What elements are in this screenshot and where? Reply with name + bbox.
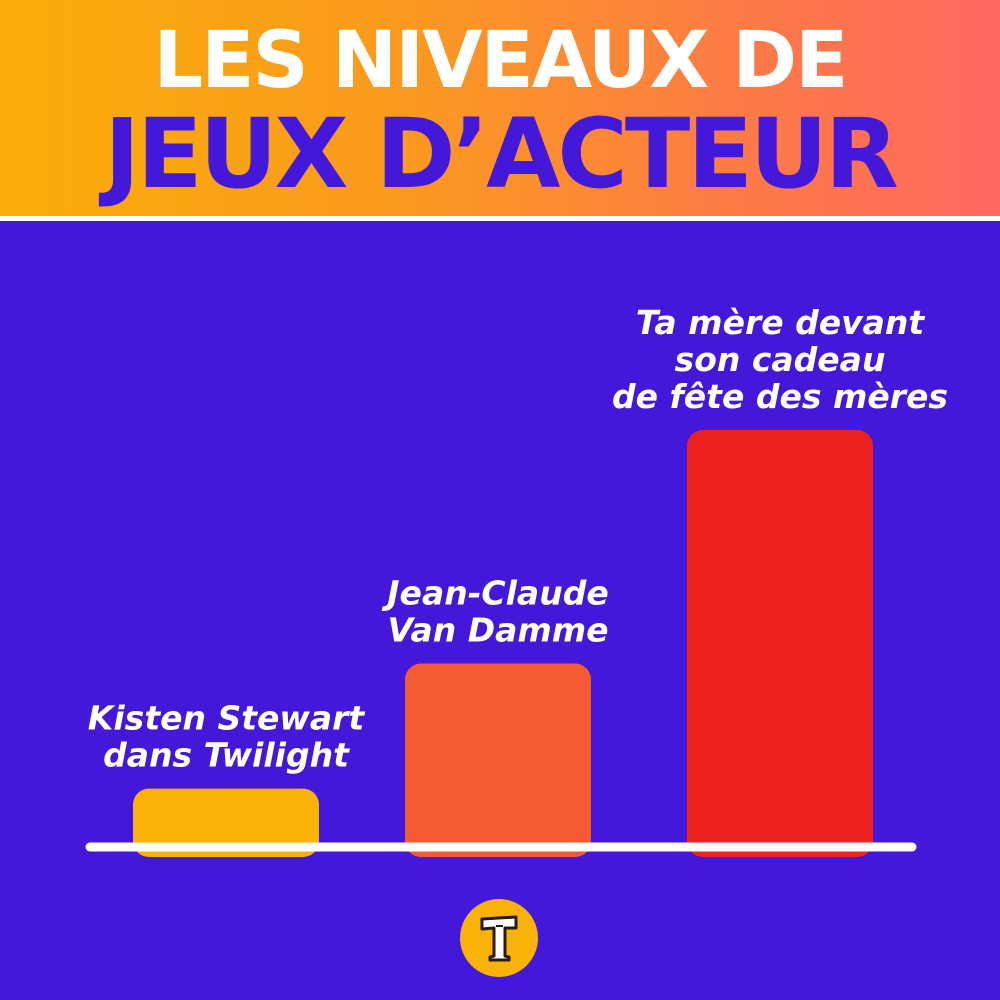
bar-label-2-line-1: Jean-Claude: [381, 574, 608, 613]
bar-label-1-line-2: dans Twilight: [103, 736, 350, 775]
bar-label-3-line-3: de fête des mères: [612, 377, 948, 416]
bar-label-3-line-1: Ta mère devant: [636, 303, 926, 342]
page-title-line1: LES NIVEAUX DE: [153, 16, 849, 106]
bar-3: [687, 430, 873, 857]
bar-2: [405, 663, 591, 857]
bar-label-2: Jean-Claude Van Damme: [381, 574, 608, 650]
bar-1: [133, 788, 319, 857]
page-title-line2: JEUX D’ACTEUR: [104, 98, 899, 210]
header-divider: [0, 216, 1000, 221]
bar-label-2-line-2: Van Damme: [387, 611, 608, 650]
bar-label-3-line-2: son cadeau: [675, 340, 886, 379]
header-banner: LES NIVEAUX DE JEUX D’ACTEUR: [0, 0, 1000, 216]
bar-label-1-line-1: Kisten Stewart: [88, 699, 366, 738]
bar-label-1: Kisten Stewart dans Twilight: [88, 699, 366, 775]
t-letter-logo-icon: [460, 899, 538, 977]
bar-label-3: Ta mère devant son cadeau de fête des mère…: [612, 303, 948, 416]
